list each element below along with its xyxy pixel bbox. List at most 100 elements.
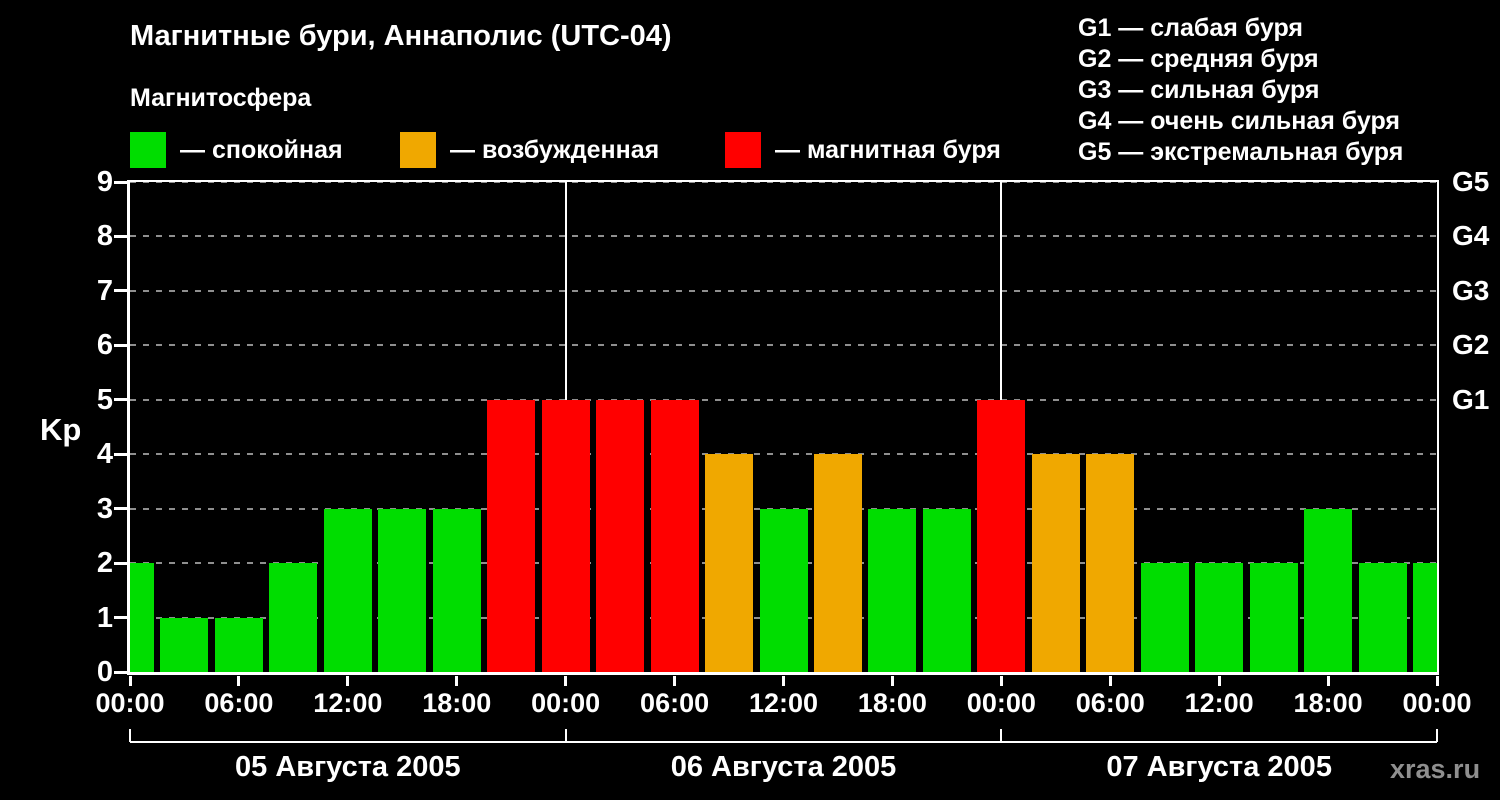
storm-color-swatch: [725, 132, 761, 168]
y-tick: [114, 616, 127, 620]
kp-bar: [705, 454, 754, 672]
plot-area: [127, 180, 1439, 675]
kp-bar: [868, 508, 917, 672]
storm-scale-g3: G3 — сильная буря: [1078, 76, 1320, 104]
kp-bar: [922, 508, 971, 672]
x-tick: [128, 676, 132, 686]
g-level-label: G4: [1452, 220, 1490, 252]
x-tick: [890, 676, 894, 686]
g-level-label: G5: [1452, 166, 1490, 197]
kp-bar: [596, 399, 645, 672]
y-tick-label: 0: [96, 656, 113, 688]
legend-item-quiet: — спокойная: [130, 131, 343, 169]
y-tick: [114, 670, 127, 674]
watermark: xras.ru: [1390, 754, 1481, 784]
x-tick: [673, 676, 677, 686]
gridline-kp-4: [130, 453, 1437, 456]
y-tick-label: 7: [96, 274, 113, 307]
kp-bar: [1140, 563, 1189, 672]
x-tick-label: 06:00: [1075, 688, 1145, 718]
storm-scale-legend: G1 — слабая буря G2 — средняя буря G3 — …: [1078, 13, 1403, 168]
g-level-label: G1: [1452, 383, 1490, 415]
kp-bar: [1031, 454, 1080, 672]
date-label: 06 Августа 2005: [670, 751, 897, 783]
x-tick: [1326, 676, 1330, 686]
legend-title: Магнитосфера: [130, 84, 312, 112]
x-tick-label: 12:00: [748, 688, 819, 718]
x-tick: [782, 676, 785, 686]
kp-bar: [130, 563, 154, 672]
y-tick-label: 5: [96, 383, 113, 416]
date-label: 07 Августа 2005: [1106, 751, 1332, 783]
gridline-kp-5: [130, 398, 1437, 401]
x-tick-label: 00:00: [531, 688, 601, 718]
date-axis-tick: [129, 729, 131, 742]
y-tick-label: 9: [96, 166, 113, 198]
x-tick-label: 18:00: [1293, 688, 1363, 718]
y-tick: [114, 398, 127, 402]
x-tick: [455, 676, 459, 686]
y-tick: [114, 289, 127, 293]
kp-bar: [432, 508, 481, 672]
y-tick: [114, 561, 127, 565]
x-tick-label: 00:00: [95, 688, 165, 718]
date-axis-tick: [564, 729, 567, 742]
y-tick: [114, 343, 127, 347]
x-tick-label: 18:00: [857, 688, 927, 718]
kp-bar: [160, 617, 209, 672]
y-tick-label: 1: [96, 601, 113, 634]
date-axis-tick: [1000, 729, 1003, 742]
legend-label-excited: — возбужденная: [450, 135, 660, 164]
kp-bar: [1195, 563, 1244, 672]
legend-label-quiet: — спокойная: [180, 135, 343, 164]
kp-bar: [650, 399, 699, 672]
kp-bar: [323, 508, 372, 672]
x-tick: [564, 676, 568, 686]
x-tick: [1108, 676, 1112, 686]
kp-bar: [759, 508, 808, 672]
y-tick-label: 4: [96, 438, 113, 471]
gridline-kp-6: [130, 344, 1437, 347]
storm-scale-g5: G5 — экстремальная буря: [1078, 138, 1404, 166]
y-tick-label: 6: [96, 329, 113, 362]
x-tick: [346, 676, 350, 686]
gridline-kp-8: [130, 235, 1437, 238]
quiet-color-swatch: [130, 132, 166, 168]
g-level-label: G3: [1452, 274, 1490, 306]
date-axis-line: [130, 741, 1437, 743]
x-tick: [999, 676, 1003, 686]
x-tick: [1217, 676, 1221, 686]
kp-bar: [813, 454, 862, 672]
date-label: 05 Августа 2005: [235, 751, 461, 783]
gridline-kp-9: [130, 182, 1437, 183]
legend-label-storm: — магнитная буря: [775, 135, 1001, 164]
x-tick: [1435, 676, 1439, 686]
legend-item-excited: — возбужденная: [400, 131, 659, 169]
storm-scale-g2: G2 — средняя буря: [1078, 45, 1319, 73]
storm-scale-g1: G1 — слабая буря: [1078, 14, 1304, 42]
y-tick: [114, 180, 127, 184]
x-tick-label: 06:00: [204, 688, 274, 718]
x-tick-label: 06:00: [640, 688, 710, 718]
y-tick: [114, 452, 127, 456]
legend-item-storm: — магнитная буря: [725, 131, 1001, 169]
kp-bar: [1249, 563, 1298, 672]
x-tick: [237, 676, 241, 686]
storm-scale-g4: G4 — очень сильная буря: [1078, 107, 1400, 135]
x-tick-label: 00:00: [966, 688, 1036, 718]
x-tick-label: 18:00: [422, 688, 492, 718]
y-tick: [114, 507, 127, 511]
y-tick-label: 2: [96, 547, 113, 580]
y-axis-title: Kp: [40, 412, 82, 447]
kp-bar: [487, 399, 536, 672]
date-axis-tick: [1436, 729, 1438, 742]
kp-bar: [269, 563, 318, 672]
kp-bar: [378, 508, 427, 672]
x-tick-label: 12:00: [313, 688, 383, 718]
kp-bar: [214, 617, 263, 672]
g-level-label: G2: [1452, 329, 1490, 361]
x-tick-label: 12:00: [1184, 688, 1254, 718]
kp-bar: [541, 399, 590, 672]
y-tick-label: 8: [96, 220, 113, 253]
chart-title: Магнитные бури, Аннаполис (UTC-04): [130, 20, 672, 52]
